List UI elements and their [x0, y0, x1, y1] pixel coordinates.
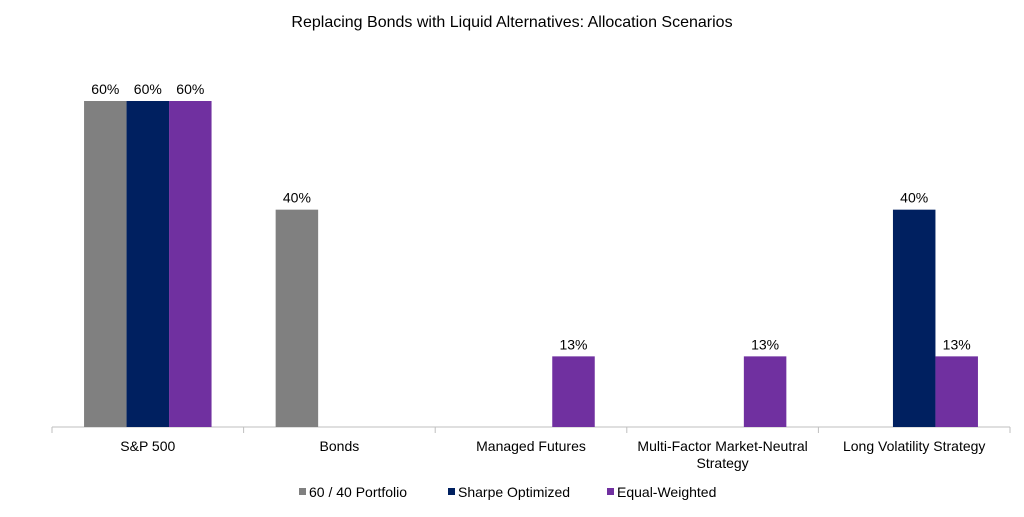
bar — [892, 209, 936, 427]
x-tick-label: S&P 500 — [120, 438, 175, 454]
data-label: 60% — [176, 81, 204, 97]
x-tick-label: Multi-Factor Market-Neutral Strategy — [637, 438, 807, 471]
bar — [169, 101, 212, 427]
bar — [126, 101, 170, 427]
legend-swatch — [299, 488, 306, 495]
x-tick-label: Managed Futures — [476, 438, 586, 454]
legend: 60 / 40 Portfolio Sharpe Optimized Equal-W… — [299, 484, 716, 500]
data-label: 40% — [900, 190, 928, 206]
data-label: 60% — [134, 81, 162, 97]
legend-label: Sharpe Optimized — [458, 484, 570, 500]
legend-label: Equal-Weighted — [617, 484, 716, 500]
data-label: 60% — [91, 81, 119, 97]
x-tick-label: Bonds — [320, 438, 360, 454]
bar — [743, 356, 787, 427]
chart-title: Replacing Bonds with Liquid Alternatives… — [291, 14, 732, 31]
legend-label: 60 / 40 Portfolio — [309, 484, 407, 500]
legend-swatch — [607, 488, 614, 495]
bar — [552, 356, 595, 427]
data-label: 13% — [559, 336, 587, 352]
data-label: 40% — [283, 190, 311, 206]
data-label: 13% — [943, 336, 971, 352]
bar — [275, 209, 319, 427]
bar — [935, 356, 978, 427]
x-tick-label: Long Volatility Strategy — [843, 438, 985, 454]
data-label: 13% — [751, 336, 779, 352]
legend-swatch — [448, 488, 455, 495]
bar — [84, 101, 127, 427]
